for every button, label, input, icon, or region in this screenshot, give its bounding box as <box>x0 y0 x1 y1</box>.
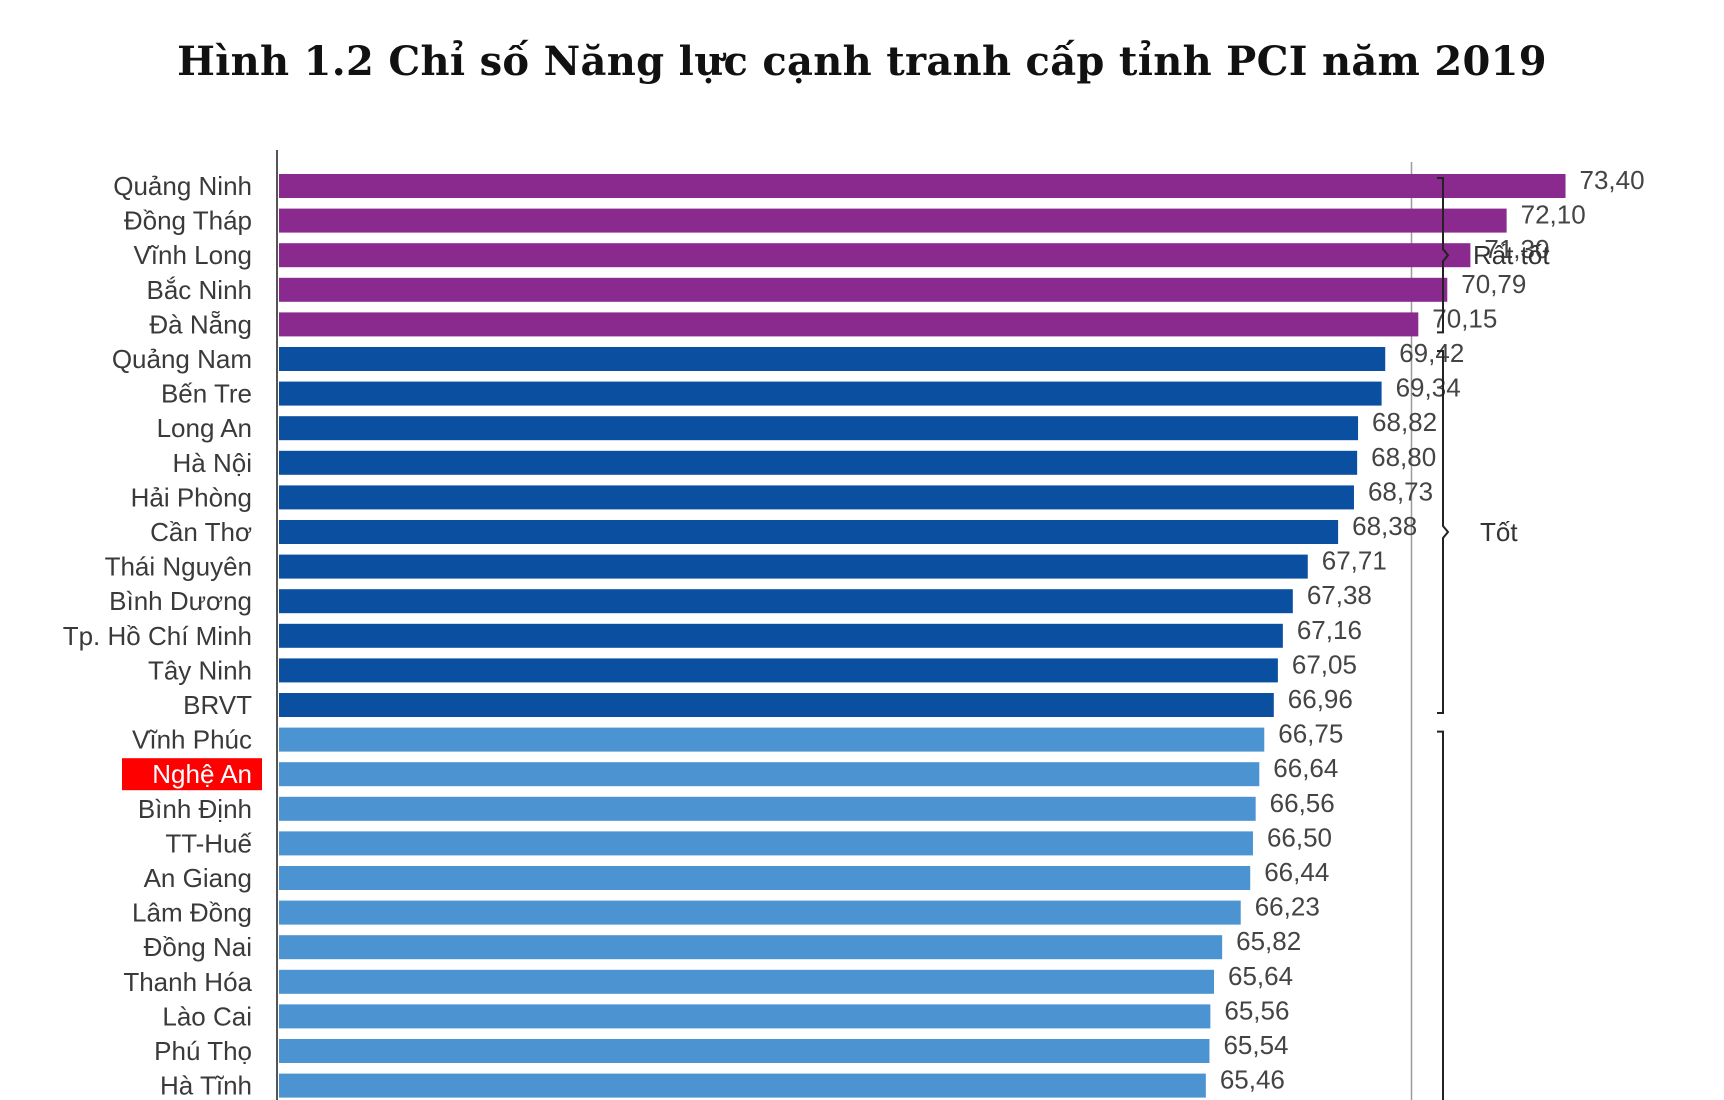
value-label: 66,44 <box>1264 857 1329 887</box>
value-label: 67,05 <box>1292 649 1357 679</box>
bar <box>279 1004 1211 1029</box>
value-label: 68,82 <box>1372 407 1437 437</box>
bars-layer <box>279 174 1566 1098</box>
group-bracket <box>1437 177 1450 334</box>
group-brackets-layer: Rất tốt Tốt <box>1437 177 1550 1100</box>
value-label: 67,71 <box>1322 546 1387 576</box>
value-label: 65,54 <box>1223 1030 1288 1060</box>
category-label: Đồng Nai <box>144 932 252 962</box>
category-label: Lào Cai <box>162 1001 252 1031</box>
bar <box>279 1073 1206 1098</box>
bar <box>279 969 1214 994</box>
value-label: 65,64 <box>1228 961 1293 991</box>
value-label: 68,38 <box>1352 511 1417 541</box>
category-label: Bình Định <box>138 794 252 824</box>
category-label: An Giang <box>144 863 252 893</box>
value-label: 69,34 <box>1396 373 1461 403</box>
bar <box>279 623 1283 648</box>
category-labels-layer: Quảng Ninh Đồng Tháp Vĩnh Long Bắc Ninh Đà N… <box>63 171 262 1100</box>
group-label: Tốt <box>1480 517 1518 547</box>
value-label: 73,40 <box>1580 165 1645 195</box>
bar <box>279 347 1386 371</box>
bar <box>279 589 1293 614</box>
bar <box>279 312 1419 337</box>
category-label: Lâm Đồng <box>132 898 252 928</box>
bar <box>279 277 1448 302</box>
category-label: Hà Tĩnh <box>160 1071 252 1100</box>
bar <box>279 762 1260 787</box>
group-label: Rất tốt <box>1473 240 1550 270</box>
bar <box>279 520 1339 544</box>
bar <box>279 727 1265 752</box>
category-label: Quảng Nam <box>112 344 252 374</box>
category-label: Tp. Hồ Chí Minh <box>63 621 252 651</box>
bar <box>279 174 1566 198</box>
value-label: 71,30 <box>1484 234 1549 264</box>
category-label: Nghệ An <box>152 759 252 789</box>
category-label: TT-Huế <box>165 828 252 858</box>
category-label: Cần Thơ <box>150 517 252 547</box>
value-label: 68,80 <box>1371 442 1436 472</box>
group-bracket <box>1437 350 1450 714</box>
value-label: 66,50 <box>1267 822 1332 852</box>
bar <box>279 1039 1210 1063</box>
group-bracket <box>1437 730 1444 1100</box>
highlight-box <box>122 758 262 791</box>
category-label: Tây Ninh <box>148 655 252 685</box>
value-label: 70,79 <box>1461 269 1526 299</box>
value-label: 69,42 <box>1399 338 1464 368</box>
value-label: 66,96 <box>1288 684 1353 714</box>
chart-title: Hình 1.2 Chỉ số Năng lực cạnh tranh cấp … <box>177 38 1547 85</box>
category-label: Quảng Ninh <box>113 171 252 201</box>
value-label: 65,56 <box>1224 995 1289 1025</box>
bar <box>279 935 1223 960</box>
category-label: Bắc Ninh <box>147 275 253 305</box>
category-label: Thanh Hóa <box>123 967 252 997</box>
category-label: Bình Dương <box>109 586 252 616</box>
value-label: 65,82 <box>1236 926 1301 956</box>
category-label: Phú Thọ <box>154 1036 252 1066</box>
value-label: 66,56 <box>1270 788 1335 818</box>
category-label: Đồng Tháp <box>124 206 252 236</box>
bar <box>279 831 1253 856</box>
value-label: 67,16 <box>1297 615 1362 645</box>
bar <box>279 450 1358 475</box>
category-label: Bến Tre <box>161 379 252 409</box>
category-label: Đà Nẵng <box>149 309 252 339</box>
bar <box>279 243 1471 268</box>
category-label: Thái Nguyên <box>105 552 252 582</box>
bar <box>279 416 1359 441</box>
value-label: 68,73 <box>1368 476 1433 506</box>
value-label: 66,64 <box>1273 753 1338 783</box>
bar <box>279 796 1256 821</box>
category-label: Hà Nội <box>173 448 252 478</box>
bar <box>279 866 1251 890</box>
bar <box>279 485 1354 510</box>
value-label: 66,23 <box>1255 892 1320 922</box>
bar <box>279 208 1507 233</box>
bar <box>279 693 1274 717</box>
bar <box>279 900 1241 925</box>
category-label: Hải Phòng <box>131 482 252 512</box>
value-label: 67,38 <box>1307 580 1372 610</box>
bar <box>279 381 1382 406</box>
category-label: BRVT <box>183 690 252 720</box>
value-label: 66,75 <box>1278 719 1343 749</box>
category-label: Vĩnh Long <box>133 240 252 270</box>
value-label: 72,10 <box>1521 200 1586 230</box>
value-label: 65,46 <box>1220 1065 1285 1095</box>
bar <box>279 658 1278 683</box>
value-labels-layer: 73,4072,1071,3070,7970,1569,4269,3468,82… <box>1220 165 1645 1095</box>
bar <box>279 554 1308 579</box>
category-label: Long An <box>157 413 252 443</box>
category-label: Vĩnh Phúc <box>132 725 252 755</box>
